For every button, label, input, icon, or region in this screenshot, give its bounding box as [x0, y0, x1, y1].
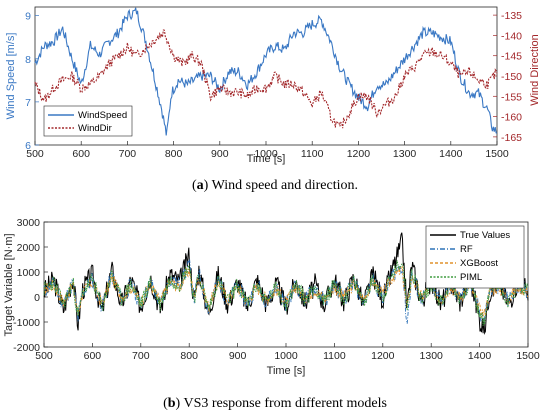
y-tick-label-b: 3000 — [17, 217, 41, 229]
series-line-winddir — [34, 29, 498, 129]
y-tick-label-b: 0 — [34, 292, 40, 304]
x-axis-label-b: Time [s] — [267, 365, 306, 377]
legend-a: WindSpeed WindDir — [43, 105, 133, 137]
legend-label-windspeed: WindSpeed — [78, 110, 127, 121]
y-tick-label-b: -1000 — [13, 317, 40, 329]
y-tick-right-label-a: -150 — [501, 71, 522, 83]
x-axis-a: 500 600 700 800 900 1000 1100 1200 1300 1400 1500 — [26, 141, 509, 160]
x-tick-label-b: 1500 — [516, 350, 540, 362]
y-tick-left-label-a: 9 — [25, 11, 31, 23]
caption-a-text: Wind speed and direction. — [212, 178, 358, 193]
x-tick-label-b: 600 — [84, 350, 102, 362]
series-line-true-values — [43, 232, 529, 336]
y-tick-left-label-a: 8 — [25, 54, 31, 66]
legend-label-rf: RF — [460, 244, 473, 255]
caption-b-text: VS3 response from different models — [183, 396, 386, 411]
y-tick-right-label-a: -155 — [501, 91, 522, 103]
x-tick-label-b: 900 — [229, 350, 247, 362]
y-tick-left-label-a: 7 — [25, 97, 31, 109]
caption-a-label: a — [197, 178, 204, 193]
legend-label-winddir: WindDir — [78, 123, 112, 134]
x-tick-label-a: 600 — [72, 148, 90, 160]
series-line-windspeed — [34, 7, 498, 136]
y-tick-right-label-a: -135 — [501, 10, 522, 22]
x-tick-label-a: 1400 — [439, 148, 463, 160]
y-tick-left-label-a: 6 — [25, 140, 31, 152]
y-tick-label-b: 1000 — [17, 267, 41, 279]
x-tick-label-a: 800 — [165, 148, 183, 160]
y-axis-right-label-a: Wind Direction — [529, 34, 541, 106]
y-tick-label-b: 2000 — [17, 242, 41, 254]
caption-b-label: b — [168, 396, 176, 411]
x-tick-label-b: 1300 — [420, 350, 444, 362]
x-tick-label-b: 1000 — [274, 350, 298, 362]
y-tick-right-label-a: -140 — [501, 30, 522, 42]
x-tick-label-a: 900 — [211, 148, 229, 160]
series-b — [43, 232, 529, 336]
caption-a: (a) Wind speed and direction. — [192, 178, 358, 193]
y-tick-right-label-a: -145 — [501, 51, 522, 63]
series-a — [34, 7, 498, 136]
x-tick-label-a: 1500 — [485, 148, 509, 160]
x-tick-label-a: 500 — [26, 148, 44, 160]
x-tick-label-b: 1100 — [323, 350, 346, 362]
y-tick-right-label-a: -165 — [501, 132, 522, 144]
series-line-piml — [43, 260, 529, 327]
legend-label-xgboost: XGBoost — [460, 258, 498, 269]
chart-b: 500 600 700 800 900 1000 1100 1200 1300 1400 1500 … — [3, 217, 540, 377]
legend-box-a — [43, 105, 133, 137]
caption-b: (b) VS3 response from different models — [163, 396, 387, 411]
x-axis-b: 500 600 700 800 900 1000 1100 1200 1300 1400 1500 — [35, 343, 540, 362]
x-axis-label-a: Time [s] — [247, 153, 286, 165]
x-tick-label-a: 1000 — [254, 148, 278, 160]
x-tick-label-a: 1200 — [347, 148, 371, 160]
x-tick-label-a: 1300 — [393, 148, 417, 160]
x-tick-label-a: 700 — [119, 148, 137, 160]
y-axis-left-a: 6 7 8 9 — [25, 11, 39, 152]
legend-label-piml: PIML — [460, 272, 482, 283]
x-tick-label-b: 800 — [180, 350, 198, 362]
chart-a: 500 600 700 800 900 1000 1100 1200 1300 1400 1500 … — [5, 6, 541, 165]
y-tick-label-b: -2000 — [13, 342, 40, 354]
y-axis-label-b: Target Variable [N·m] — [3, 233, 15, 336]
legend-b: True Values RF XGBoost PIML — [425, 225, 525, 289]
y-axis-right-a: -165 -160 -155 -150 -145 -140 -135 — [493, 10, 522, 144]
x-tick-label-b: 700 — [132, 350, 150, 362]
x-tick-label-b: 500 — [35, 350, 53, 362]
x-tick-label-a: 1100 — [301, 148, 324, 160]
x-tick-label-b: 1400 — [468, 350, 492, 362]
y-axis-b: -2000 -1000 0 1000 2000 3000 — [13, 217, 48, 354]
legend-label-true-values: True Values — [460, 230, 510, 241]
x-tick-label-b: 1200 — [371, 350, 395, 362]
y-tick-right-label-a: -160 — [501, 112, 522, 124]
y-axis-left-label-a: Wind Speed [m/s] — [5, 33, 17, 120]
